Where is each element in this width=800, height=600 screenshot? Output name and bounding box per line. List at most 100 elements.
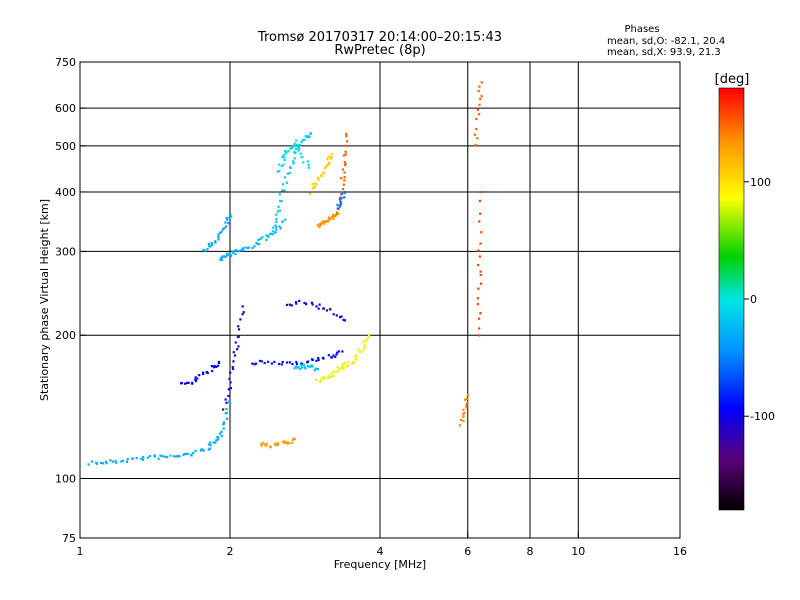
echo-point bbox=[322, 377, 325, 380]
echo-point bbox=[284, 150, 288, 154]
echo-point bbox=[342, 183, 345, 186]
echo-point bbox=[313, 369, 316, 372]
echo-point bbox=[320, 377, 323, 380]
echo-point bbox=[462, 408, 465, 411]
echo-point bbox=[311, 358, 314, 362]
echo-point bbox=[293, 367, 296, 370]
echo-point bbox=[109, 459, 112, 462]
colorbar-tick-label: -100 bbox=[750, 410, 775, 423]
echo-point bbox=[222, 422, 225, 425]
echo-point bbox=[327, 216, 330, 219]
echo-point bbox=[335, 314, 338, 317]
echo-point bbox=[227, 394, 230, 398]
echo-point bbox=[285, 442, 289, 445]
echo-point bbox=[259, 237, 262, 240]
echo-point bbox=[475, 117, 478, 121]
echo-point bbox=[341, 366, 344, 369]
echo-point bbox=[126, 458, 129, 461]
echo-point bbox=[194, 379, 198, 383]
echo-point bbox=[266, 360, 270, 363]
echo-point bbox=[338, 197, 341, 201]
echo-point bbox=[224, 225, 228, 228]
echo-point bbox=[292, 160, 295, 163]
echo-point bbox=[329, 218, 332, 221]
echo-point bbox=[227, 221, 230, 225]
echo-point bbox=[322, 375, 325, 379]
echo-point bbox=[322, 220, 325, 223]
echo-point bbox=[283, 441, 286, 444]
echo-point bbox=[182, 453, 185, 456]
echo-point bbox=[289, 147, 292, 150]
echo-point bbox=[281, 440, 285, 444]
echo-point bbox=[227, 400, 231, 403]
echo-point bbox=[121, 459, 125, 462]
echo-point bbox=[202, 372, 205, 376]
echo-point bbox=[474, 143, 477, 147]
echo-point bbox=[270, 362, 273, 365]
echo-point bbox=[217, 436, 220, 439]
echo-point bbox=[300, 141, 303, 144]
echo-point bbox=[478, 85, 481, 88]
phase-stats-x: mean, sd,X: 93.9, 21.3 bbox=[607, 47, 721, 58]
x-tick-label: 2 bbox=[227, 545, 234, 558]
echo-point bbox=[233, 354, 237, 357]
echo-point bbox=[194, 449, 197, 452]
echo-point bbox=[239, 318, 242, 321]
echo-point bbox=[228, 216, 231, 219]
echo-point bbox=[230, 215, 233, 218]
echo-point bbox=[336, 207, 339, 210]
echo-point bbox=[282, 154, 285, 157]
echo-point bbox=[246, 247, 250, 250]
echo-point bbox=[465, 397, 468, 401]
echo-point bbox=[339, 203, 342, 206]
echo-point bbox=[225, 255, 228, 258]
echo-point bbox=[237, 328, 241, 331]
echo-point bbox=[285, 361, 289, 364]
echo-point bbox=[320, 174, 323, 177]
echo-point bbox=[206, 248, 209, 251]
echo-point bbox=[256, 242, 259, 246]
phase-stats-title: Phases bbox=[624, 24, 659, 35]
echo-point bbox=[479, 212, 482, 215]
echo-point bbox=[140, 457, 143, 460]
echo-point bbox=[284, 442, 287, 445]
echo-point bbox=[213, 364, 216, 368]
echo-point bbox=[105, 462, 108, 465]
echo-point bbox=[477, 263, 480, 267]
echo-point bbox=[278, 163, 281, 166]
echo-point bbox=[465, 402, 468, 405]
echo-point bbox=[334, 355, 337, 358]
echo-point bbox=[476, 108, 479, 111]
echo-point bbox=[275, 226, 278, 229]
echo-point bbox=[339, 200, 342, 203]
echo-point bbox=[281, 155, 284, 158]
echo-point bbox=[228, 402, 232, 405]
echo-point bbox=[269, 232, 272, 235]
echo-point bbox=[277, 205, 280, 208]
echo-point bbox=[216, 364, 220, 367]
echo-point bbox=[332, 213, 335, 217]
x-tick-label: 4 bbox=[377, 545, 384, 558]
echo-point bbox=[346, 363, 349, 367]
y-tick-label: 750 bbox=[55, 56, 76, 69]
echo-point bbox=[311, 303, 314, 306]
echo-point bbox=[275, 217, 278, 221]
echo-point bbox=[271, 230, 274, 233]
echo-point bbox=[288, 171, 291, 175]
y-tick-label: 100 bbox=[55, 473, 76, 486]
echo-point bbox=[333, 215, 336, 218]
echo-point bbox=[261, 236, 264, 239]
y-axis: 75 100 200 300 400 500 600 750 bbox=[55, 56, 86, 545]
colorbar-tick-label: 100 bbox=[750, 176, 771, 189]
echo-point bbox=[223, 227, 226, 230]
echo-point bbox=[295, 139, 298, 142]
echo-point bbox=[166, 456, 169, 459]
echo-point bbox=[209, 444, 212, 447]
echo-point bbox=[229, 381, 232, 384]
echo-point bbox=[335, 353, 338, 356]
echo-point bbox=[334, 215, 337, 218]
echo-point bbox=[344, 162, 347, 166]
echo-point bbox=[354, 358, 357, 361]
echo-point bbox=[344, 153, 347, 156]
